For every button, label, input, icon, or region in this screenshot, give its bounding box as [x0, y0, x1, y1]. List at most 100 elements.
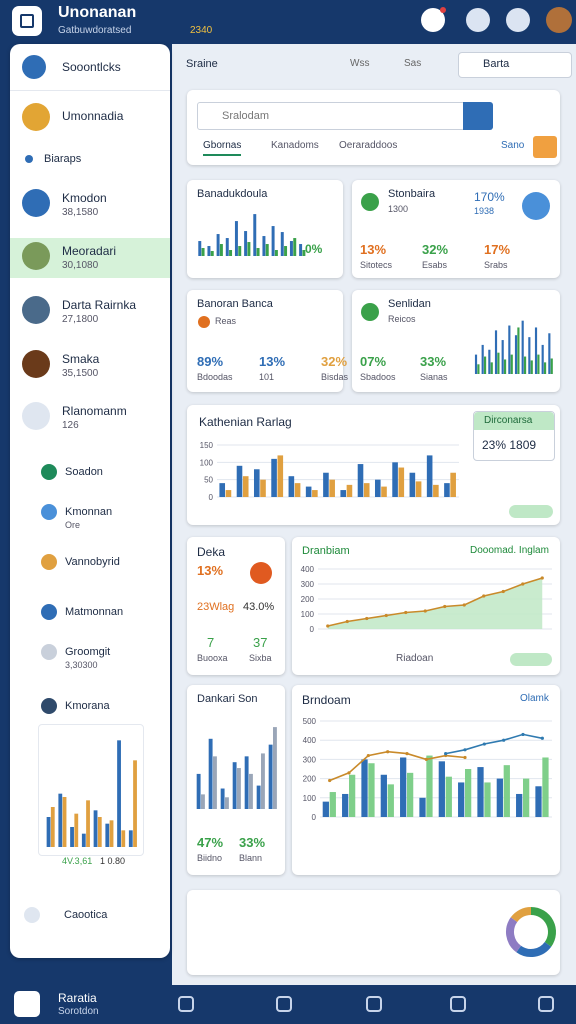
bar	[407, 772, 414, 817]
nav-logo	[14, 991, 40, 1017]
bar	[503, 765, 510, 817]
card-3: Banoran Banca Reas 89% Bdoodas 13% 101 32% Bisd…	[187, 290, 348, 392]
logo-glyph	[20, 14, 34, 28]
menu-item[interactable]: Matmonnan	[65, 606, 124, 618]
line	[327, 577, 543, 627]
avatar	[22, 103, 50, 131]
y-tick-label: 200	[303, 775, 317, 784]
stat-label: Sitotecs	[360, 260, 393, 270]
bar	[342, 793, 349, 817]
card-sub: Reas	[215, 316, 237, 326]
app-subtitle: Gatbuwdoratsed	[58, 25, 132, 36]
bar	[400, 757, 407, 817]
stat-label: Srabs	[484, 260, 508, 270]
bar	[517, 327, 520, 374]
toggle[interactable]	[509, 505, 553, 518]
tab[interactable]: Oeraraddoos	[339, 140, 398, 151]
icon	[250, 562, 272, 584]
point	[521, 582, 525, 586]
bar	[444, 483, 450, 497]
menu-sub: 3,30300	[65, 660, 98, 670]
stat-value: 89%	[197, 354, 224, 369]
menu-button[interactable]	[22, 55, 46, 79]
card-title: Banadukdoula	[197, 188, 268, 200]
point	[482, 742, 486, 746]
header-search[interactable]: Barta	[458, 52, 572, 78]
menu-icon	[41, 604, 57, 620]
notification-dot	[440, 7, 446, 13]
bar	[249, 773, 253, 809]
bar	[70, 827, 74, 847]
bar	[109, 820, 114, 847]
bar	[201, 794, 205, 809]
kpi-label: 23Wlag	[197, 601, 235, 613]
header-badge: Wss	[350, 58, 370, 69]
bar	[81, 833, 86, 847]
bar	[450, 472, 456, 497]
card-title: Banoran Banca	[197, 298, 273, 310]
nav-icon[interactable]	[450, 996, 466, 1012]
point	[502, 738, 506, 742]
bar	[374, 479, 381, 497]
bar	[288, 476, 295, 497]
bar	[256, 248, 260, 256]
bar	[198, 241, 202, 256]
point	[482, 594, 486, 598]
menu-item[interactable]: Kmorana	[65, 700, 110, 712]
badge-head	[474, 412, 554, 430]
icon	[361, 193, 379, 211]
nav-icon[interactable]	[178, 996, 194, 1012]
menu-icon	[41, 554, 57, 570]
menu-item[interactable]: Kmonnan	[65, 506, 113, 518]
y-tick-label: 100	[303, 794, 317, 803]
tab[interactable]: Gbornas	[203, 140, 242, 156]
contact-avatar	[22, 242, 50, 270]
app-title: Unonanan	[58, 4, 137, 21]
bar	[207, 246, 211, 256]
bar	[426, 455, 433, 497]
point	[365, 616, 369, 621]
kpi: 13%	[197, 563, 224, 578]
top-icon-button[interactable]	[466, 8, 490, 32]
bar	[305, 486, 312, 497]
search-input[interactable]: Sralodam	[197, 102, 465, 130]
bar	[508, 325, 511, 374]
icon	[361, 303, 379, 321]
top-icon-button[interactable]	[506, 8, 530, 32]
bar	[521, 320, 524, 374]
bar	[340, 490, 347, 497]
bar	[117, 740, 121, 847]
stat-value: 13%	[259, 354, 286, 369]
menu-item[interactable]: Vannobyrid	[65, 556, 120, 568]
nav-icon[interactable]	[366, 996, 382, 1012]
menu-item[interactable]: Groomgit	[65, 646, 111, 658]
point	[501, 589, 505, 594]
action-button[interactable]	[533, 136, 557, 158]
toggle[interactable]	[510, 653, 552, 666]
card-subtitle: Dooomad. Inglam	[470, 545, 549, 556]
nav-icon[interactable]	[276, 996, 292, 1012]
search-button[interactable]	[463, 102, 493, 130]
point	[326, 624, 330, 628]
bar	[219, 244, 223, 256]
y-tick-label: 0	[310, 625, 315, 634]
nav-title: Raratia	[58, 991, 97, 1005]
search-card: Sralodam Gbornas Kanadoms Oeraraddoos Sano	[187, 90, 560, 165]
card-sub: Reicos	[388, 314, 416, 324]
tab[interactable]: Kanadoms	[271, 140, 319, 151]
bar	[232, 762, 237, 809]
sidebar-footer: Caootica	[64, 909, 108, 921]
point	[463, 748, 467, 752]
point	[405, 752, 409, 756]
y-tick-label: 100	[200, 458, 214, 467]
menu-item[interactable]: Soadon	[65, 466, 103, 478]
bar	[253, 214, 257, 256]
point	[462, 603, 466, 607]
nav-icon[interactable]	[538, 996, 554, 1012]
bar	[490, 362, 493, 374]
bottom-nav: Raratia Sorotdon	[0, 985, 576, 1024]
card-subtitle: Olamk	[520, 693, 549, 704]
chart	[198, 214, 306, 256]
divider	[10, 90, 170, 91]
point	[345, 619, 349, 624]
